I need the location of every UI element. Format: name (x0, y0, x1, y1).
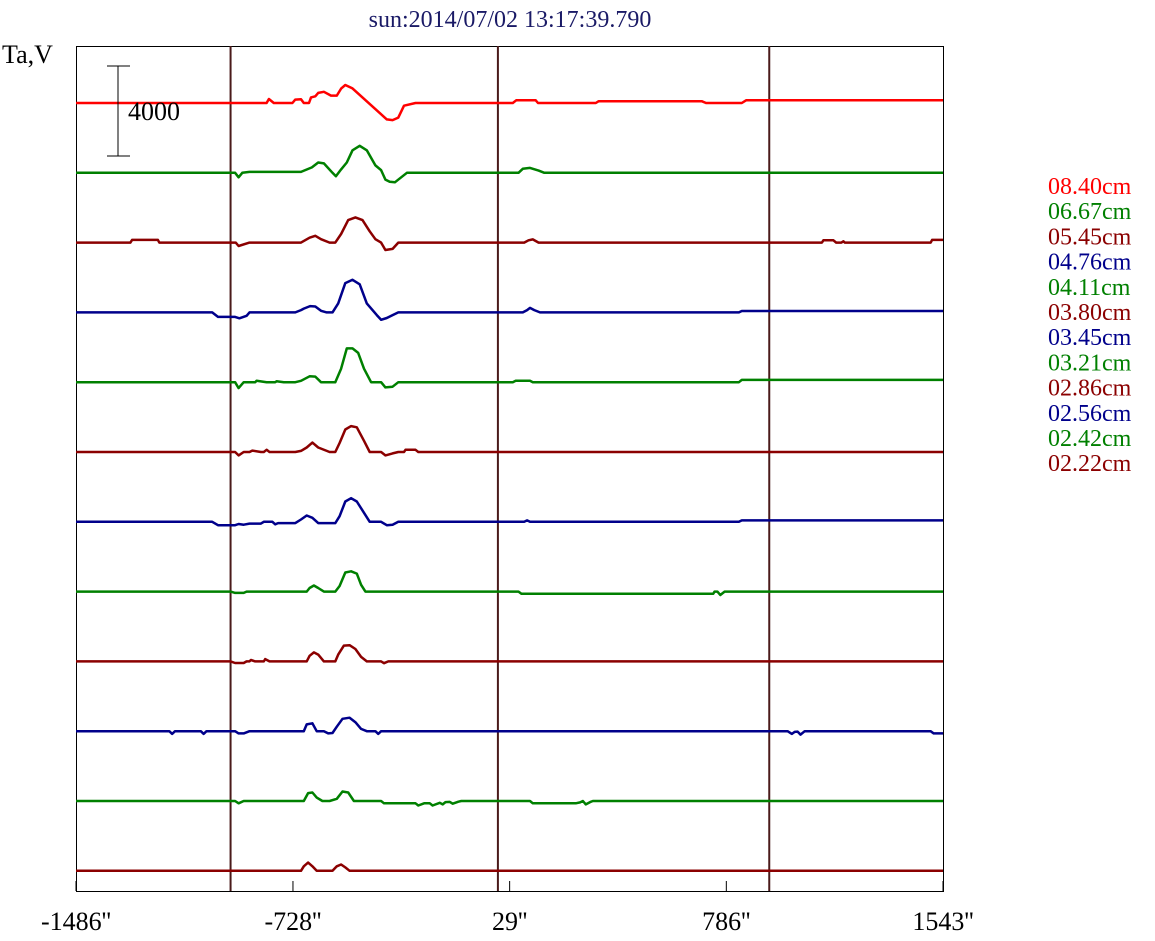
x-tick-label: -1486'' (41, 907, 111, 936)
series-line-08.40cm (76, 83, 943, 122)
legend-entry: 02.22cm (1048, 451, 1132, 477)
legend-entry: 03.21cm (1048, 350, 1132, 376)
legend: 08.40cm06.67cm05.45cm04.76cm04.11cm03.80… (1048, 174, 1132, 477)
series-line-02.86cm (76, 643, 943, 665)
x-tick-label: 1543'' (912, 907, 973, 936)
x-tick-label: 29'' (492, 907, 527, 936)
series-line-06.67cm (76, 144, 943, 184)
scale-bar: 4000 (107, 65, 180, 157)
x-tick-label: -728'' (264, 907, 321, 936)
x-tick-label: 786'' (702, 907, 750, 936)
series-line-02.42cm (76, 790, 943, 807)
scale-bar-label: 4000 (128, 97, 180, 126)
legend-entry: 08.40cm (1048, 174, 1132, 200)
y-axis-label: Ta,V (2, 40, 53, 69)
series-line-03.21cm (76, 570, 943, 597)
legend-entry: 06.67cm (1048, 199, 1132, 225)
series-line-04.76cm (76, 278, 943, 322)
vertical-markers (229, 46, 771, 891)
x-axis-ticks: -1486'' -728'' 29'' 786'' 1543'' (41, 881, 974, 936)
chart-title: sun:2014/07/02 13:17:39.790 (369, 7, 652, 33)
series-line-04.11cm (76, 347, 943, 390)
series-line-03.80cm (76, 424, 943, 457)
legend-entry: 02.42cm (1048, 426, 1132, 452)
series-line-03.45cm (76, 496, 943, 527)
plot-frame (76, 46, 944, 892)
legend-entry: 02.56cm (1048, 401, 1132, 427)
series-lines (76, 83, 943, 873)
series-line-02.22cm (76, 861, 943, 873)
legend-entry: 04.76cm (1048, 250, 1132, 276)
legend-entry: 04.11cm (1048, 275, 1131, 301)
legend-entry: 03.45cm (1048, 325, 1132, 351)
legend-entry: 02.86cm (1048, 376, 1132, 402)
series-line-05.45cm (76, 216, 943, 252)
legend-entry: 03.80cm (1048, 300, 1132, 326)
legend-entry: 05.45cm (1048, 224, 1132, 250)
series-line-02.56cm (76, 716, 943, 736)
